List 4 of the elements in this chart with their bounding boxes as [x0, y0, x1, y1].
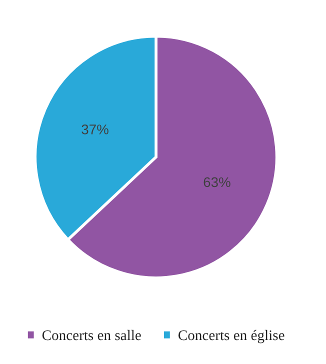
data-label: 63% [204, 177, 230, 188]
legend-label: Concerts en salle [42, 330, 141, 340]
legend-label: Concerts en église [178, 330, 284, 344]
data-label: 37% [82, 124, 108, 134]
